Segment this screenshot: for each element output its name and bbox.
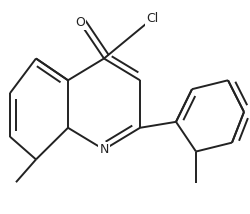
Text: O: O: [75, 16, 85, 29]
Text: Cl: Cl: [145, 12, 158, 25]
Text: N: N: [99, 143, 108, 156]
